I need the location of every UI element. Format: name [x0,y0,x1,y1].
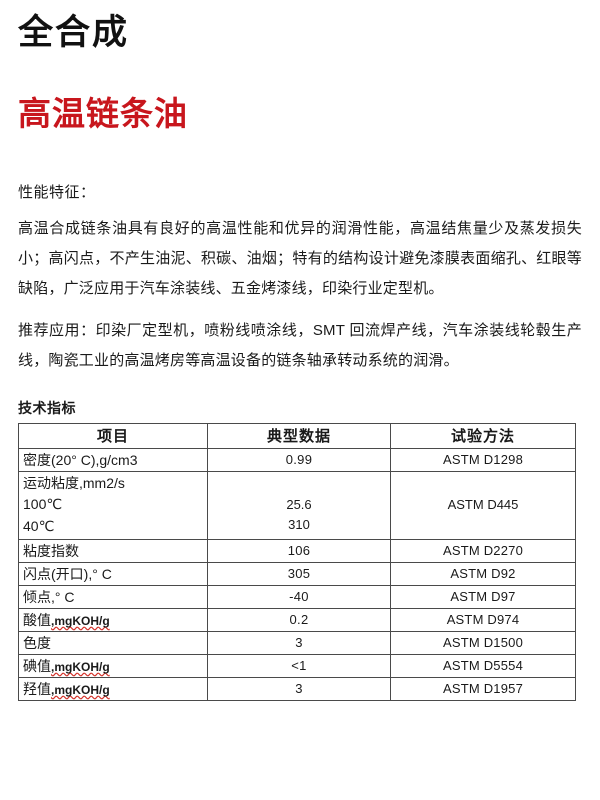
viscosity-temp-1: 100℃ [23,496,63,513]
cell-item-viscosity: 运动粘度,mm2/s 100℃ 40℃ [18,470,208,540]
cell-item-text: 羟值 [23,680,51,697]
cell-item-unit: ,mgKOH/g [51,659,110,674]
cell-item-unit: ,mgKOH/g [51,682,110,697]
table-row: 酸值,mgKOH/g 0.2 ASTM D974 [18,607,576,632]
table-row: 色度 3 ASTM D1500 [18,630,576,655]
table-row: 闪点(开口),° C 305 ASTM D92 [18,561,576,586]
table-row: 倾点,° C -40 ASTM D97 [18,584,576,609]
cell-method: ASTM D974 [390,607,576,632]
cell-value: 0.2 [207,607,391,632]
cell-item-text: 酸值 [23,611,51,628]
cell-item: 粘度指数 [18,538,208,563]
page-title-primary: 全合成 [18,13,130,52]
cell-method: ASTM D5554 [390,653,576,678]
table-header-row: 项目 典型数据 试验方法 [18,422,576,449]
column-header-item: 项目 [18,422,208,449]
cell-method: ASTM D1298 [390,447,576,472]
cell-method: ASTM D1500 [390,630,576,655]
cell-value-viscosity: 25.6 310 [207,470,391,540]
cell-item-unit: ,mgKOH/g [51,613,110,628]
cell-value: 305 [207,561,391,586]
features-section-label: 性能特征： [18,184,96,202]
table-row: 羟值,mgKOH/g 3 ASTM D1957 [18,676,576,701]
cell-value: 3 [207,676,391,701]
recommended-applications-paragraph: 推荐应用：印染厂定型机，喷粉线喷涂线，SMT 回流焊产线，汽车涂装线轮毂生产线，… [18,321,582,369]
cell-method-viscosity: ASTM D445 [390,470,576,540]
cell-item-text: 碘值 [23,657,51,674]
tech-spec-table: 项目 典型数据 试验方法 密度(20° C),g/cm3 0.99 ASTM D… [18,422,576,701]
table-row: 密度(20° C),g/cm3 0.99 ASTM D1298 [18,447,576,472]
cell-value: 106 [207,538,391,563]
viscosity-value-1: 25.6 [286,497,312,513]
viscosity-temp-2: 40℃ [23,517,55,534]
cell-method: ASTM D1957 [390,676,576,701]
page-title-secondary: 高温链条油 [18,94,188,132]
cell-method: ASTM D2270 [390,538,576,563]
table-row-viscosity: 运动粘度,mm2/s 100℃ 40℃ 25.6 310 ASTM D445 [18,470,576,540]
cell-value: -40 [207,584,391,609]
cell-item: 羟值,mgKOH/g [18,676,208,701]
cell-value: <1 [207,653,391,678]
tech-spec-label: 技术指标 [18,399,76,416]
cell-item: 密度(20° C),g/cm3 [18,447,208,472]
cell-item: 碘值,mgKOH/g [18,653,208,678]
cell-item: 倾点,° C [18,584,208,609]
cell-method: ASTM D97 [390,584,576,609]
viscosity-unit: ,mm2/s [79,474,125,491]
features-paragraph: 高温合成链条油具有良好的高温性能和优异的润滑性能，高温结焦量少及蒸发损失小；高闪… [18,219,582,297]
cell-item: 色度 [18,630,208,655]
column-header-value: 典型数据 [207,422,391,449]
column-header-method: 试验方法 [390,422,576,449]
table-row: 粘度指数 106 ASTM D2270 [18,538,576,563]
cell-item: 酸值,mgKOH/g [18,607,208,632]
cell-value: 3 [207,630,391,655]
cell-method: ASTM D92 [390,561,576,586]
table-row: 碘值,mgKOH/g <1 ASTM D5554 [18,653,576,678]
viscosity-title: 运动粘度 [23,474,79,491]
cell-item: 闪点(开口),° C [18,561,208,586]
viscosity-value-2: 310 [288,517,310,533]
cell-value: 0.99 [207,447,391,472]
